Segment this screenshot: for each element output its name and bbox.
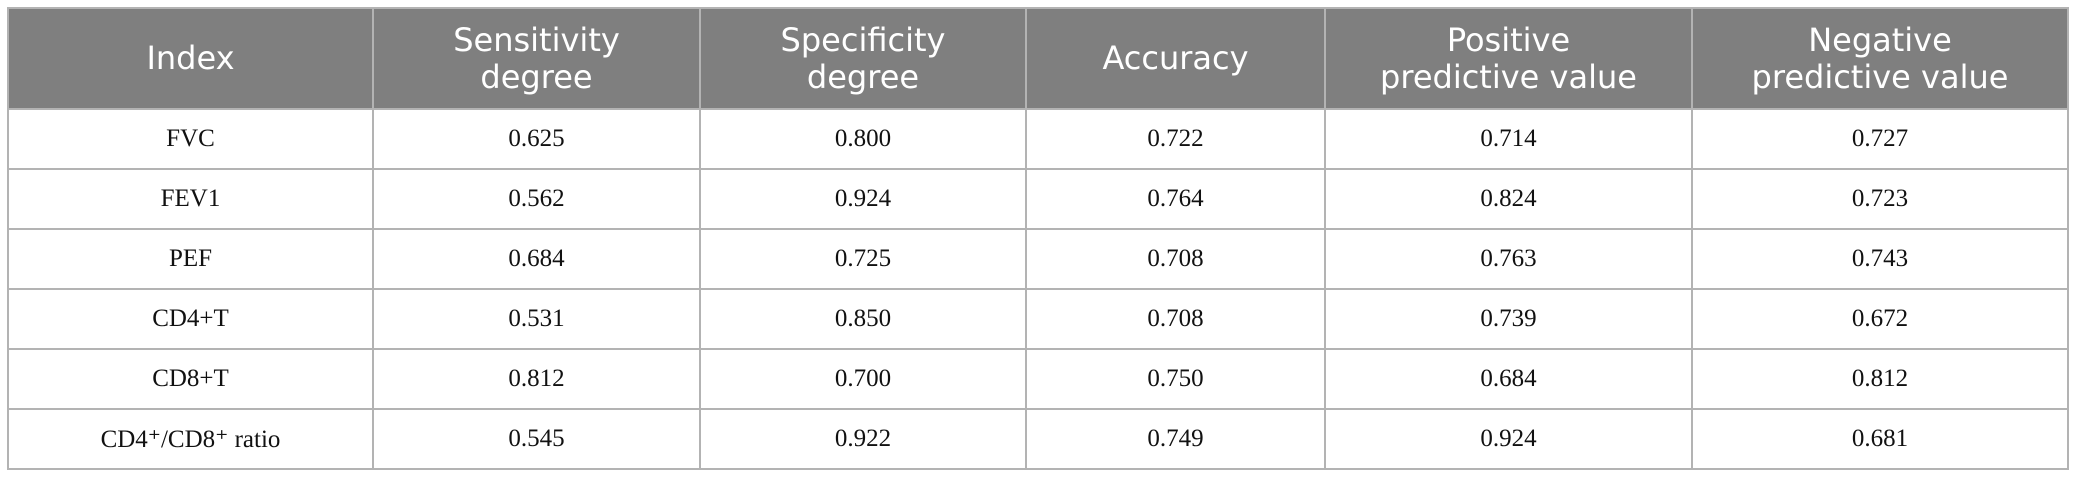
- table-cell: 0.739: [1324, 288, 1693, 350]
- table-cell: 0.722: [1025, 108, 1326, 170]
- table-body: FVC 0.625 0.800 0.722 0.714 0.727 FEV1 0.562 0.9…: [7, 108, 2069, 470]
- row-label: CD4+T: [7, 288, 374, 350]
- table-cell: 0.764: [1025, 168, 1326, 230]
- header-text: Accuracy: [1102, 39, 1249, 77]
- table-cell: 0.708: [1025, 288, 1326, 350]
- header-cell: Accuracy: [1025, 7, 1326, 110]
- row-label: FEV1: [7, 168, 374, 230]
- table-cell: 0.924: [1324, 408, 1693, 470]
- header-cell: Specificity degree: [699, 7, 1027, 110]
- table-row: FEV1 0.562 0.924 0.764 0.824 0.723: [7, 168, 2069, 230]
- table-cell: 0.531: [372, 288, 701, 350]
- table-cell: 0.708: [1025, 228, 1326, 290]
- table-cell: 0.812: [372, 348, 701, 410]
- table-cell: 0.812: [1691, 348, 2069, 410]
- table-cell: 0.824: [1324, 168, 1693, 230]
- table-cell: 0.850: [699, 288, 1027, 350]
- row-label: PEF: [7, 228, 374, 290]
- table-cell: 0.684: [372, 228, 701, 290]
- table-row: FVC 0.625 0.800 0.722 0.714 0.727: [7, 108, 2069, 170]
- row-label: CD4⁺/CD8⁺ ratio: [7, 408, 374, 470]
- table-cell: 0.700: [699, 348, 1027, 410]
- table-cell: 0.727: [1691, 108, 2069, 170]
- table-cell: 0.763: [1324, 228, 1693, 290]
- table-row: CD4+T 0.531 0.850 0.708 0.739 0.672: [7, 288, 2069, 350]
- table-cell: 0.714: [1324, 108, 1693, 170]
- header-row: Index Sensitivity degree Specificity degree A…: [7, 7, 2069, 110]
- header-text: Positive: [1446, 20, 1571, 59]
- table-row: CD8+T 0.812 0.700 0.750 0.684 0.812: [7, 348, 2069, 410]
- table-cell: 0.545: [372, 408, 701, 470]
- header-text: Index: [146, 39, 235, 77]
- header-text: Specificity: [780, 20, 946, 59]
- table-cell: 0.924: [699, 168, 1027, 230]
- header-cell: Index: [7, 7, 374, 110]
- header-cell: Positive predictive value: [1324, 7, 1693, 110]
- header-cell: Sensitivity degree: [372, 7, 701, 110]
- table-cell: 0.922: [699, 408, 1027, 470]
- table-row: CD4⁺/CD8⁺ ratio 0.545 0.922 0.749 0.924 0.681: [7, 408, 2069, 470]
- table-cell: 0.562: [372, 168, 701, 230]
- table-cell: 0.672: [1691, 288, 2069, 350]
- table-cell: 0.749: [1025, 408, 1326, 470]
- table-cell: 0.625: [372, 108, 701, 170]
- table-cell: 0.750: [1025, 348, 1326, 410]
- table-cell: 0.684: [1324, 348, 1693, 410]
- header-text: degree: [806, 57, 920, 96]
- row-label: CD8+T: [7, 348, 374, 410]
- table-cell: 0.681: [1691, 408, 2069, 470]
- table-cell: 0.725: [699, 228, 1027, 290]
- table-row: PEF 0.684 0.725 0.708 0.763 0.743: [7, 228, 2069, 290]
- table-cell: 0.800: [699, 108, 1027, 170]
- data-table: Index Sensitivity degree Specificity degree A…: [7, 7, 2069, 470]
- header-cell: Negative predictive value: [1691, 7, 2069, 110]
- header-text: Negative: [1808, 20, 1952, 59]
- header-text: Sensitivity: [453, 20, 620, 59]
- header-text: predictive value: [1751, 57, 2009, 96]
- table-cell: 0.723: [1691, 168, 2069, 230]
- header-text: predictive value: [1380, 57, 1637, 96]
- row-label: FVC: [7, 108, 374, 170]
- header-text: degree: [480, 57, 593, 96]
- table-cell: 0.743: [1691, 228, 2069, 290]
